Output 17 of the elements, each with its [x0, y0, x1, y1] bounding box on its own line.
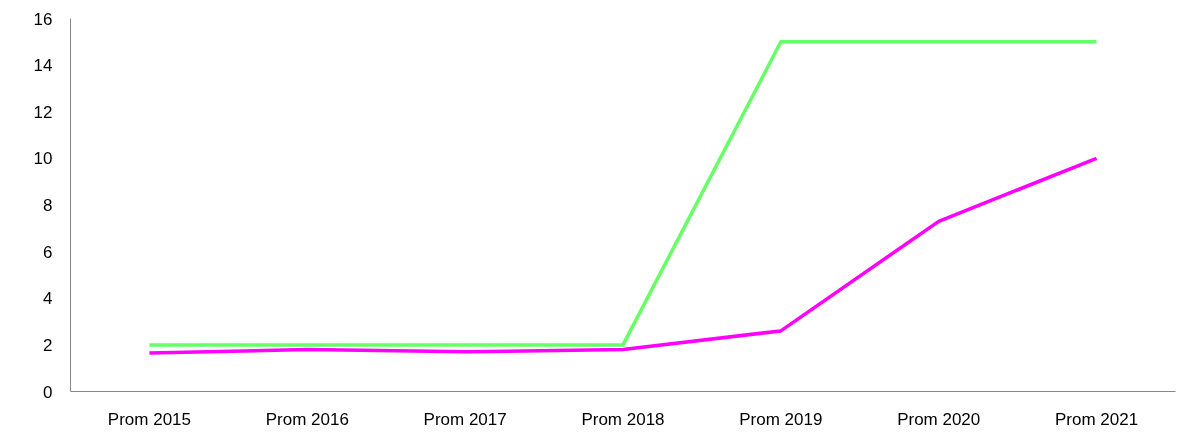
y-tick-label: 0 [43, 382, 53, 402]
y-tick-label: 10 [33, 149, 53, 169]
x-tick-label: Prom 2020 [897, 409, 981, 429]
x-tick-label: Prom 2021 [1054, 409, 1139, 429]
x-tick-label: Prom 2015 [107, 409, 192, 429]
y-tick-label: 6 [43, 242, 53, 262]
x-tick-label: Prom 2016 [265, 409, 349, 429]
y-tick-label: 2 [43, 335, 53, 355]
x-tick-label: Prom 2019 [739, 409, 823, 429]
y-tick-label: 4 [43, 289, 53, 309]
x-tick-label: Prom 2018 [581, 409, 665, 429]
x-tick-label: Prom 2017 [423, 409, 507, 429]
y-tick-label: 8 [43, 196, 53, 215]
y-tick-label: 16 [33, 9, 53, 29]
line-series [147, 156, 1099, 355]
y-tick-label: 12 [33, 102, 53, 122]
y-tick-label: 14 [33, 56, 53, 76]
